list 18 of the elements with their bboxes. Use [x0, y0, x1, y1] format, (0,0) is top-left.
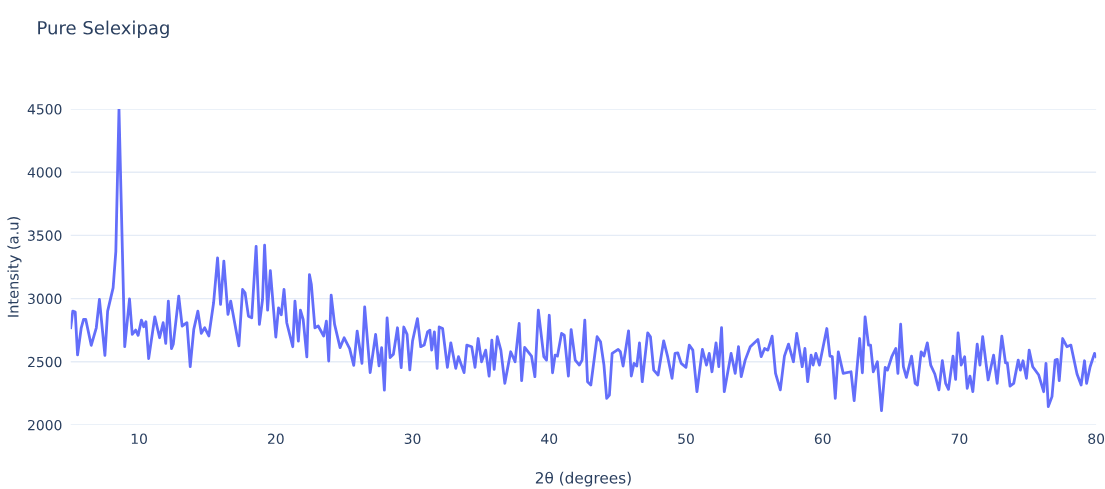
x-tick-label: 80: [1088, 433, 1105, 445]
x-tick-label: 40: [541, 433, 558, 445]
line-series: [70, 109, 1097, 412]
x-tick-label: 70: [951, 433, 968, 445]
y-tick-label: 3000: [28, 293, 62, 305]
y-axis-title: Intensity (a.u): [7, 217, 22, 317]
x-tick-label: 10: [131, 433, 147, 445]
y-tick-label: 3500: [28, 230, 62, 241]
y-tick-label: 2500: [28, 356, 62, 368]
x-axis-title: 2θ (degrees): [535, 471, 631, 487]
y-tick-label: 2000: [28, 419, 62, 431]
y-tick-label: 4000: [27, 167, 62, 178]
x-tick-label: 30: [404, 433, 421, 445]
x-tick-label: 50: [678, 433, 694, 445]
y-tick-label: 4500: [27, 104, 62, 115]
x-tick-label: 60: [814, 433, 831, 445]
chart-title: Pure Selexipag: [38, 20, 169, 39]
x-tick-label: 20: [267, 433, 284, 445]
